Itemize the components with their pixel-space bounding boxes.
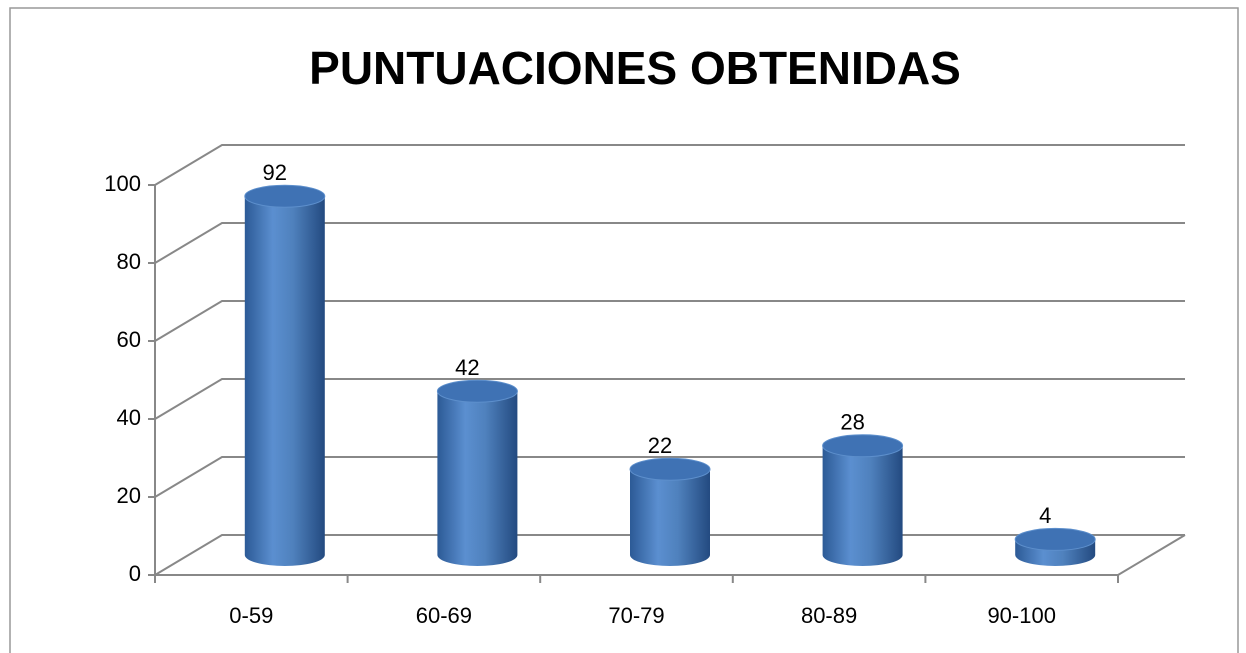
grid-line: [154, 222, 1185, 264]
grid-line: [154, 378, 1185, 420]
y-tick-label: 20: [117, 483, 141, 508]
bar-top: [629, 457, 711, 481]
grid-line: [154, 300, 1185, 342]
data-label: 92: [263, 160, 287, 185]
bar: [630, 469, 710, 566]
bar-top: [436, 379, 518, 403]
grid-line: [154, 144, 1185, 186]
bar-top: [1014, 527, 1096, 551]
bar-top: [822, 434, 904, 458]
bar: [244, 196, 325, 566]
x-tick-label: 70-79: [608, 603, 664, 628]
bar-top: [244, 184, 326, 208]
x-tick-label: 0-59: [229, 603, 273, 628]
y-tick-label: 80: [117, 249, 141, 274]
data-label: 28: [840, 410, 864, 435]
chart-frame: [9, 7, 1239, 653]
data-label: 42: [455, 355, 479, 380]
y-tick-label: 60: [117, 327, 141, 352]
bar: [822, 445, 903, 566]
y-tick-label: 100: [104, 171, 141, 196]
data-label: 22: [648, 433, 672, 458]
x-tick-label: 80-89: [801, 603, 857, 628]
bar: [437, 391, 518, 566]
data-label: 4: [1039, 503, 1051, 528]
bar: [1015, 539, 1096, 566]
y-tick-label: 40: [117, 405, 141, 430]
x-tick-label: 60-69: [416, 603, 472, 628]
chart-title: PUNTUACIONES OBTENIDAS: [309, 42, 961, 94]
y-tick-label: 0: [129, 561, 141, 586]
x-tick-label: 90-100: [987, 603, 1056, 628]
